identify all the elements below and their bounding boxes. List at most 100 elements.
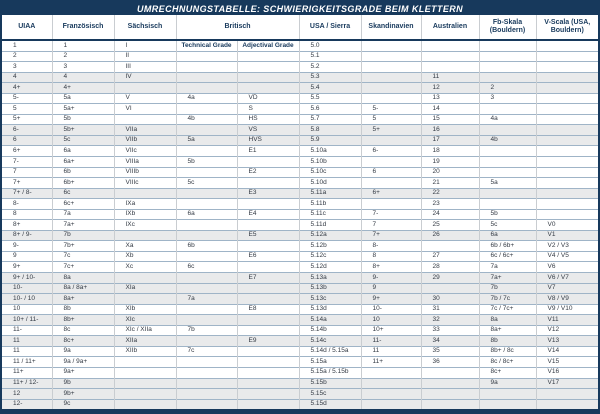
grade-cell: E5 <box>237 229 300 241</box>
grade-cell: 9a+ <box>52 366 115 378</box>
grade-cell <box>237 356 300 368</box>
grade-cell: 5+ <box>361 124 422 136</box>
grade-cell <box>361 40 422 52</box>
table-row: 2 2 II 5.1 <box>2 50 598 62</box>
grade-cell: 4+ <box>52 82 115 94</box>
grade-cell: 5.1 <box>299 50 362 62</box>
grade-cell: 12 <box>2 388 53 400</box>
grade-cell: 5.15c <box>299 388 362 400</box>
grade-cell <box>237 261 300 273</box>
grade-cell: 31 <box>421 303 480 315</box>
grade-cell: 4a <box>176 92 238 104</box>
grade-cell: 5a <box>52 92 115 104</box>
grade-cell <box>237 71 300 83</box>
grade-cell: 9a <box>52 345 115 357</box>
grade-cell <box>114 398 177 410</box>
table-row: 11 / 11+ 9a / 9a+ 5.15a 11+ 36 8c / 8c+ V15 <box>2 356 598 368</box>
grade-cell: 7c <box>52 250 115 262</box>
grade-cell: 10- <box>361 303 422 315</box>
grade-cell <box>479 124 537 136</box>
grade-cell: 35 <box>421 345 480 357</box>
grade-cell <box>479 61 537 73</box>
grade-cell: V0 <box>536 219 598 231</box>
grade-cell: 9a <box>479 377 537 389</box>
grade-cell: 8a+ <box>52 293 115 305</box>
table-row: 9- 7b+ Xa 6b 5.12b 8- 6b / 6b+ V2 / V3 <box>2 240 598 252</box>
grade-cell <box>176 388 238 400</box>
grade-cell <box>237 61 300 73</box>
grade-cell: 5+ <box>2 113 53 125</box>
table-row: 6- 5b+ VIIa VS 5.8 5+ 16 <box>2 124 598 136</box>
grade-cell: E2 <box>237 166 300 178</box>
table-row: 7 6b VIIIb E2 5.10c 6 20 <box>2 166 598 178</box>
grade-cell <box>361 156 422 168</box>
table-row: 11+ / 12- 9b 5.15b 9a V17 <box>2 377 598 389</box>
grade-cell <box>536 134 598 146</box>
grade-cell <box>479 187 537 199</box>
column-header-v-scala: V-Scala (USA, Bouldern) <box>536 15 598 41</box>
grade-cell: 8+ / 9- <box>2 229 53 241</box>
grade-cell <box>536 103 598 115</box>
grade-cell: 5.13a <box>299 272 362 284</box>
grade-cell <box>176 272 238 284</box>
grade-cell: IXc <box>114 219 177 231</box>
grade-cell: 4b <box>176 113 238 125</box>
grade-cell: 7a <box>176 293 238 305</box>
table-row: 5- 5a V 4a VD 5.5 13 3 <box>2 92 598 104</box>
grade-cell: 5.14c <box>299 335 362 347</box>
grade-cell <box>421 388 480 400</box>
grade-cell <box>361 61 422 73</box>
grade-cell: 36 <box>421 356 480 368</box>
grade-cell: V15 <box>536 356 598 368</box>
grade-cell: 9c <box>52 398 115 410</box>
grade-cell: 3 <box>2 61 53 73</box>
grade-cell: 4 <box>2 71 53 83</box>
grade-cell: HS <box>237 113 300 125</box>
grade-cell: XIc <box>114 314 177 326</box>
column-header-skandinavien: Skandinavien <box>361 15 422 41</box>
grade-cell <box>536 156 598 168</box>
grade-cell: 5.15d <box>299 398 362 410</box>
grade-cell: S <box>237 103 300 115</box>
grade-cell: 1 <box>52 40 115 52</box>
grade-cell: 9 <box>361 282 422 294</box>
grade-cell <box>114 388 177 400</box>
grade-cell: 5 <box>2 103 53 115</box>
grade-cell: V6 / V7 <box>536 272 598 284</box>
grade-cell: VI <box>114 103 177 115</box>
grade-cell <box>176 145 238 157</box>
grade-cell: 32 <box>421 314 480 326</box>
grade-cell: III <box>114 61 177 73</box>
grade-cell: 5.7 <box>299 113 362 125</box>
grade-cell: 6- <box>2 124 53 136</box>
grade-cell: 5.8 <box>299 124 362 136</box>
grade-cell <box>237 240 300 252</box>
grade-cell <box>237 177 300 189</box>
grade-cell <box>176 282 238 294</box>
grade-cell: 7+ <box>361 229 422 241</box>
grade-cell: HVS <box>237 134 300 146</box>
grade-cell: V2 / V3 <box>536 240 598 252</box>
grade-cell <box>479 388 537 400</box>
grade-cell: 5.11a <box>299 187 362 199</box>
grade-cell: 14 <box>421 103 480 115</box>
grade-cell: 5b <box>52 113 115 125</box>
grade-cell: VD <box>237 92 300 104</box>
grade-cell: 6 <box>2 134 53 146</box>
grade-cell: 5.13b <box>299 282 362 294</box>
grade-cell <box>237 388 300 400</box>
grade-cell: Technical Grade <box>176 40 238 52</box>
table-row: 7- 6a+ VIIIa 5b 5.10b 19 <box>2 156 598 168</box>
grade-cell: 5.14a <box>299 314 362 326</box>
table-row: 11- 8c XIc / XIIa 7b 5.14b 10+ 33 8a+ V12 <box>2 324 598 336</box>
grade-cell: 10 <box>361 314 422 326</box>
grade-cell <box>536 92 598 104</box>
grade-cell: 7c / 7c+ <box>479 303 537 315</box>
grade-cell: 5.12d <box>299 261 362 273</box>
grade-cell <box>237 219 300 231</box>
grade-cell: 22 <box>421 187 480 199</box>
grade-cell <box>176 187 238 199</box>
grade-cell: VIIIb <box>114 166 177 178</box>
grade-cell <box>479 398 537 410</box>
grade-cell: 10- <box>2 282 53 294</box>
